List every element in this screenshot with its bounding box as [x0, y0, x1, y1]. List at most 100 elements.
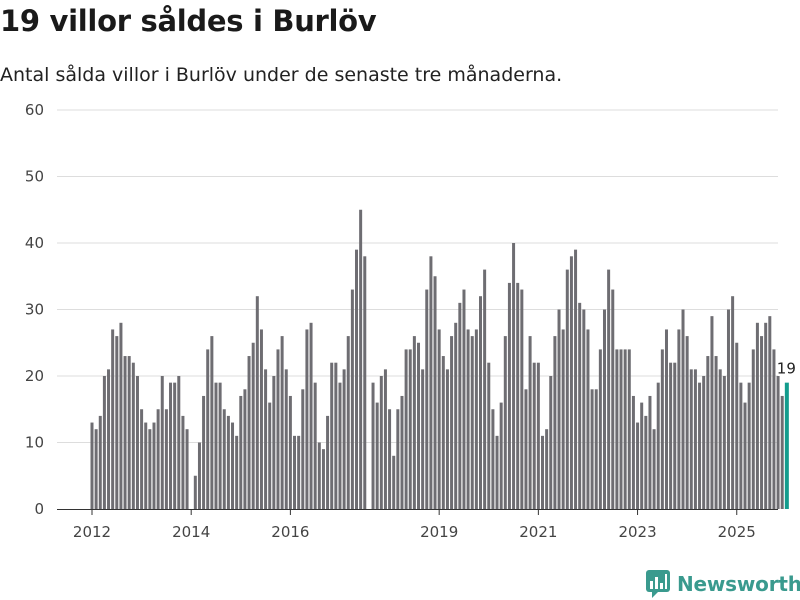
- bar: [776, 376, 780, 509]
- bar: [226, 415, 230, 509]
- bar: [631, 395, 635, 509]
- bar: [735, 342, 739, 509]
- bar: [627, 349, 631, 509]
- bar: [462, 289, 466, 509]
- bar: [706, 356, 710, 509]
- bar: [102, 376, 106, 509]
- bar: [297, 435, 301, 509]
- bar: [541, 435, 544, 509]
- bar: [94, 429, 98, 509]
- bar: [760, 336, 764, 509]
- bar: [355, 249, 359, 509]
- bar: [214, 382, 218, 509]
- bar-latest: [784, 382, 789, 509]
- bar: [276, 349, 280, 509]
- bar: [388, 409, 392, 509]
- bar: [202, 395, 206, 509]
- bar: [433, 276, 437, 509]
- bar: [115, 336, 119, 509]
- bar: [623, 349, 627, 509]
- bar: [656, 382, 660, 509]
- bar: [301, 389, 305, 509]
- last-value-label: 19: [777, 360, 796, 378]
- bar: [718, 369, 722, 509]
- chart-subtitle: Antal sålda villor i Burlöv under de sen…: [0, 64, 563, 86]
- bar: [516, 282, 520, 509]
- x-tick-label: 2023: [618, 523, 656, 541]
- bar: [123, 356, 127, 509]
- bar: [239, 395, 243, 509]
- bar: [383, 369, 387, 509]
- bar: [553, 336, 557, 509]
- bar: [164, 409, 168, 509]
- bar: [359, 209, 363, 509]
- bar: [483, 269, 487, 509]
- bar: [445, 369, 449, 509]
- bar: [173, 382, 177, 509]
- bar: [259, 329, 263, 509]
- bar: [669, 362, 673, 509]
- bar: [404, 349, 408, 509]
- bar: [309, 322, 313, 509]
- bar: [251, 342, 255, 509]
- y-tick-label: 0: [34, 500, 44, 518]
- y-tick-label: 40: [25, 234, 44, 252]
- bar: [330, 362, 334, 509]
- bar: [156, 409, 160, 509]
- x-tick-label: 2025: [718, 523, 756, 541]
- bar: [177, 376, 181, 509]
- x-tick-label: 2021: [519, 523, 557, 541]
- bar: [441, 356, 445, 509]
- bar: [764, 322, 768, 509]
- bar: [590, 389, 594, 509]
- bar: [371, 382, 375, 509]
- bar: [557, 309, 561, 509]
- bar: [185, 429, 189, 509]
- bar: [636, 422, 640, 509]
- bar: [598, 349, 602, 509]
- bar: [747, 382, 751, 509]
- bar: [119, 322, 123, 509]
- bar: [450, 336, 454, 509]
- bar: [673, 362, 677, 509]
- bar: [768, 316, 772, 509]
- brand-name: Newsworthy: [677, 572, 800, 596]
- bar: [363, 256, 367, 509]
- bar: [437, 329, 441, 509]
- bar: [412, 336, 416, 509]
- bar: [698, 382, 702, 509]
- bar: [524, 389, 528, 509]
- chart-title: 19 villor såldes i Burlöv: [0, 4, 377, 38]
- bar: [664, 329, 668, 509]
- bar: [350, 289, 354, 509]
- bar: [417, 342, 421, 509]
- bar: [751, 349, 755, 509]
- bar: [197, 442, 201, 509]
- x-tick-label: 2016: [271, 523, 309, 541]
- bar: [474, 329, 478, 509]
- bar: [425, 289, 429, 509]
- bar: [722, 376, 726, 509]
- bar: [90, 422, 94, 509]
- bar: [218, 382, 222, 509]
- bar: [594, 389, 598, 509]
- bar: [780, 395, 784, 509]
- bar: [532, 362, 536, 509]
- bar: [512, 243, 516, 509]
- bar: [280, 336, 284, 509]
- bar: [503, 336, 507, 509]
- bar: [619, 349, 623, 509]
- bar: [421, 369, 425, 509]
- bar: [710, 316, 714, 509]
- bar: [321, 449, 325, 509]
- bar: [772, 349, 776, 509]
- bar: [569, 256, 573, 509]
- bar: [392, 455, 396, 509]
- bar: [342, 369, 346, 509]
- bar: [193, 475, 197, 509]
- bar: [731, 296, 735, 509]
- bar: [714, 356, 718, 509]
- bar: [685, 336, 689, 509]
- y-tick-label: 10: [25, 434, 44, 452]
